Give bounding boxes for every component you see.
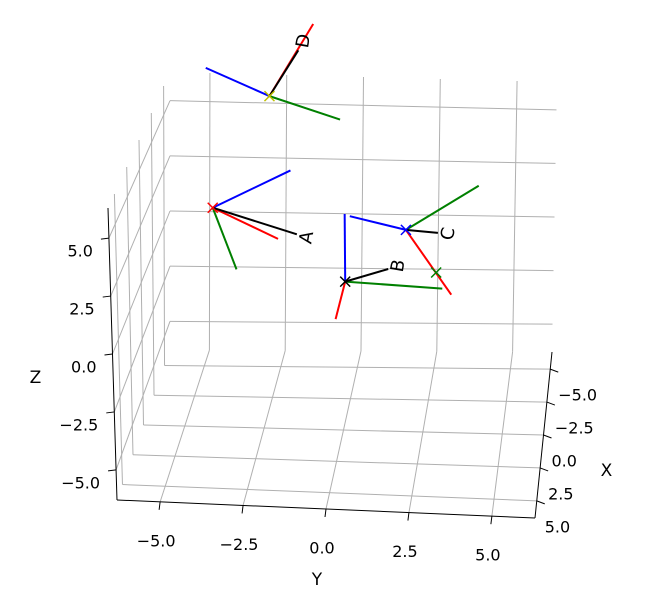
tick-mark (407, 512, 410, 521)
origin-marker (400, 224, 412, 236)
grid-line (169, 155, 556, 164)
frame-pointer (405, 228, 438, 234)
z-axis-label: Z (30, 368, 42, 388)
tick-mark (324, 508, 327, 518)
grid-line (491, 351, 514, 517)
grid-line (113, 265, 171, 413)
tick-mark (490, 516, 493, 525)
origin-marker (339, 276, 351, 288)
frame-axis (349, 215, 407, 231)
frame-axis (212, 169, 291, 209)
tick-mark (241, 505, 244, 514)
tick-mark (106, 411, 115, 414)
frame-axis (343, 214, 347, 282)
x-tick-label: 0.0 (552, 452, 577, 471)
x-tick-label: 5.0 (545, 517, 570, 536)
frame-axis (212, 206, 279, 240)
grid-line (169, 265, 554, 272)
origin-marker (263, 90, 275, 102)
frame-label: C (437, 226, 460, 242)
y-axis-label: Y (311, 570, 323, 590)
tick-mark (550, 368, 559, 373)
grid-line (408, 351, 438, 513)
frame-axis (405, 184, 480, 231)
frame-label: B (387, 258, 410, 274)
tick-mark (536, 500, 545, 505)
frame-axis (334, 281, 347, 320)
y-tick-label: 5.0 (475, 546, 500, 565)
marker (430, 266, 442, 279)
grid-line (169, 100, 557, 111)
grid-line (325, 350, 362, 510)
z-tick-label: 2.5 (69, 300, 94, 319)
frame-pointer (268, 49, 300, 97)
z-tick-label: 5.0 (67, 242, 92, 261)
grid-line (108, 100, 171, 239)
grid-line (115, 321, 171, 471)
tick-mark (102, 295, 111, 298)
z-tick-label: 0.0 (71, 358, 96, 377)
y-tick-label: −5.0 (137, 531, 176, 550)
frame-label: A (295, 229, 318, 245)
grid-line (242, 350, 286, 506)
grid-line (159, 350, 210, 503)
frame-pointer (212, 206, 298, 236)
tick-mark (539, 467, 549, 472)
tick-mark (108, 469, 117, 472)
frame-axis (205, 66, 270, 98)
grid-line (112, 210, 171, 355)
x-tick-label: −5.0 (558, 386, 597, 405)
frame-axis (211, 207, 238, 270)
grid-line (110, 155, 171, 297)
tick-mark (543, 434, 552, 439)
grid-line (169, 320, 553, 325)
tick-mark (104, 353, 113, 356)
frame-axis (345, 280, 443, 290)
frame-label: D (292, 32, 315, 49)
tick-mark (158, 501, 161, 510)
y-tick-label: 2.5 (392, 542, 417, 561)
y-tick-label: −2.5 (220, 535, 259, 554)
tick-mark (100, 237, 109, 240)
grid-line (169, 210, 555, 218)
z-tick-label: −5.0 (61, 473, 100, 492)
tick-mark (546, 401, 556, 406)
x-tick-label: −2.5 (555, 419, 594, 438)
frame-axis (269, 95, 341, 121)
x-tick-label: 2.5 (548, 484, 573, 503)
frame-pointer (344, 268, 389, 283)
y-tick-label: 0.0 (309, 539, 334, 558)
frame-axis (405, 229, 453, 296)
origin-marker (207, 202, 219, 214)
x-axis-label: X (601, 461, 613, 481)
z-tick-label: −2.5 (59, 415, 98, 434)
